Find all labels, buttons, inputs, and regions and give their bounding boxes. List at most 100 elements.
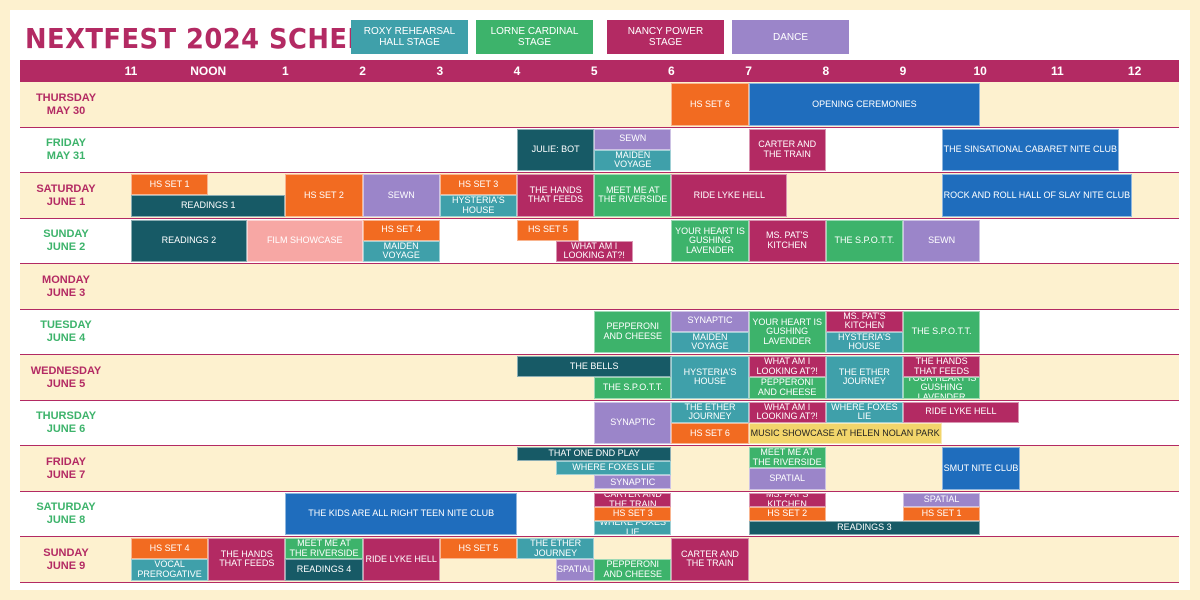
event-readings-2[interactable]: READINGS 2 (131, 219, 247, 262)
event-hs-set-5[interactable]: HS SET 5 (439, 538, 517, 560)
event-julie-bot[interactable]: JULIE: BOT (517, 128, 595, 171)
event-that-one-dnd-play[interactable]: THAT ONE DND PLAY (517, 447, 672, 462)
event-pepperoni-and-cheese[interactable]: PEPPERONI AND CHEESE (748, 377, 826, 399)
event-readings-3[interactable]: READINGS 3 (748, 520, 981, 535)
event-meet-me-at-the-riverside[interactable]: MEET ME AT THE RIVERSIDE (748, 447, 826, 469)
event-spatial[interactable]: SPATIAL (903, 492, 981, 507)
event-hs-set-6[interactable]: HS SET 6 (671, 422, 749, 444)
event-the-s-p-o-t-t[interactable]: THE S.P.O.T.T. (825, 219, 903, 262)
day-name: FRIDAY (46, 455, 86, 468)
event-the-ether-journey[interactable]: THE ETHER JOURNEY (517, 538, 595, 560)
event-the-kids-are-all-right-teen-nite-club[interactable]: THE KIDS ARE ALL RIGHT TEEN NITE CLUB (285, 492, 517, 535)
event-carter-and-the-train[interactable]: CARTER AND THE TRAIN (594, 492, 672, 507)
event-spatial[interactable]: SPATIAL (555, 559, 595, 581)
event-sewn[interactable]: SEWN (903, 219, 981, 262)
event-synaptic[interactable]: SYNAPTIC (594, 401, 672, 444)
event-opening-ceremonies[interactable]: OPENING CEREMONIES (748, 83, 981, 126)
event-the-sinsational-cabaret-nite-club[interactable]: THE SINSATIONAL CABARET NITE CLUB (941, 128, 1119, 171)
event-synaptic[interactable]: SYNAPTIC (671, 310, 749, 332)
event-pepperoni-and-cheese[interactable]: PEPPERONI AND CHEESE (594, 310, 672, 353)
event-hysteria-s-house[interactable]: HYSTERIA'S HOUSE (671, 356, 749, 399)
event-the-hands-that-feeds[interactable]: THE HANDS THAT FEEDS (903, 356, 981, 378)
event-ms-pat-s-kitchen[interactable]: MS. PAT'S KITCHEN (748, 492, 826, 507)
day-name: SUNDAY (43, 228, 89, 241)
day-name: MONDAY (42, 273, 90, 286)
legend-dance: DANCE (732, 20, 849, 54)
event-readings-1[interactable]: READINGS 1 (131, 195, 286, 217)
event-maiden-voyage[interactable]: MAIDEN VOYAGE (671, 331, 749, 353)
event-carter-and-the-train[interactable]: CARTER AND THE TRAIN (748, 128, 826, 171)
event-hs-set-1[interactable]: HS SET 1 (131, 174, 209, 196)
day-label: FRIDAY MAY 31 (22, 128, 110, 174)
event-hs-set-6[interactable]: HS SET 6 (671, 83, 749, 126)
row-divider (20, 536, 1179, 537)
event-hs-set-3[interactable]: HS SET 3 (594, 506, 672, 521)
event-spatial[interactable]: SPATIAL (748, 468, 826, 490)
event-rock-and-roll-hall-of-slay-nite-club[interactable]: ROCK AND ROLL HALL OF SLAY NITE CLUB (941, 174, 1133, 217)
event-your-heart-is-gushing-lavender[interactable]: YOUR HEART IS GUSHING LAVENDER (903, 377, 981, 399)
event-your-heart-is-gushing-lavender[interactable]: YOUR HEART IS GUSHING LAVENDER (671, 219, 749, 262)
event-the-s-p-o-t-t[interactable]: THE S.P.O.T.T. (594, 377, 672, 399)
day-label: SUNDAY JUNE 2 (22, 219, 110, 265)
hour-label-6: 5 (590, 64, 598, 78)
event-where-foxes-lie[interactable]: WHERE FOXES LIE (594, 520, 672, 535)
event-what-am-i-looking-at[interactable]: WHAT AM I LOOKING AT?! (748, 356, 826, 378)
event-hs-set-4[interactable]: HS SET 4 (362, 219, 440, 241)
day-date: JUNE 9 (46, 559, 86, 572)
event-ride-lyke-hell[interactable]: RIDE LYKE HELL (903, 401, 1019, 423)
event-hs-set-3[interactable]: HS SET 3 (439, 174, 517, 196)
event-music-showcase-at-helen-nolan-park[interactable]: MUSIC SHOWCASE AT HELEN NOLAN PARK (748, 422, 942, 444)
event-hysteria-s-house[interactable]: HYSTERIA'S HOUSE (825, 331, 903, 353)
event-hs-set-4[interactable]: HS SET 4 (131, 538, 209, 560)
event-synaptic[interactable]: SYNAPTIC (594, 475, 672, 490)
event-ride-lyke-hell[interactable]: RIDE LYKE HELL (671, 174, 788, 217)
event-ms-pat-s-kitchen[interactable]: MS. PAT'S KITCHEN (825, 310, 903, 332)
event-sewn[interactable]: SEWN (594, 128, 672, 150)
row-divider (20, 445, 1179, 446)
event-readings-4[interactable]: READINGS 4 (285, 559, 363, 581)
day-label: THURSDAY MAY 30 (22, 82, 110, 128)
event-meet-me-at-the-riverside[interactable]: MEET ME AT THE RIVERSIDE (594, 174, 672, 217)
day-label: FRIDAY JUNE 7 (22, 446, 110, 492)
day-date: JUNE 1 (46, 195, 86, 208)
event-the-ether-journey[interactable]: THE ETHER JOURNEY (671, 401, 749, 423)
event-hs-set-2[interactable]: HS SET 2 (285, 174, 363, 217)
event-the-bells[interactable]: THE BELLS (517, 356, 672, 378)
hour-label-8: 7 (745, 64, 752, 78)
day-name: THURSDAY (35, 91, 97, 104)
event-pepperoni-and-cheese[interactable]: PEPPERONI AND CHEESE (594, 559, 672, 581)
event-what-am-i-looking-at[interactable]: WHAT AM I LOOKING AT?! (748, 401, 826, 423)
event-the-hands-that-feeds[interactable]: THE HANDS THAT FEEDS (517, 174, 595, 217)
day-name: THURSDAY (35, 410, 97, 423)
event-what-am-i-looking-at[interactable]: WHAT AM I LOOKING AT?! (555, 240, 633, 262)
event-your-heart-is-gushing-lavender[interactable]: YOUR HEART IS GUSHING LAVENDER (748, 310, 826, 353)
event-maiden-voyage[interactable]: MAIDEN VOYAGE (362, 240, 440, 262)
event-smut-nite-club[interactable]: SMUT NITE CLUB (941, 447, 1021, 490)
day-label: SATURDAY JUNE 8 (22, 492, 110, 538)
hour-label-5: 4 (513, 64, 521, 78)
day-date: JUNE 8 (46, 514, 86, 527)
day-name: FRIDAY (46, 137, 86, 150)
event-hs-set-2[interactable]: HS SET 2 (748, 506, 826, 521)
event-hysteria-s-house[interactable]: HYSTERIA'S HOUSE (439, 195, 517, 217)
day-row (20, 82, 1179, 128)
event-vocal-prerogative[interactable]: VOCAL PREROGATIVE (131, 559, 209, 581)
event-where-foxes-lie[interactable]: WHERE FOXES LIE (555, 461, 672, 476)
event-where-foxes-lie[interactable]: WHERE FOXES LIE (825, 401, 903, 423)
event-film-showcase[interactable]: FILM SHOWCASE (246, 219, 363, 262)
event-maiden-voyage[interactable]: MAIDEN VOYAGE (594, 149, 672, 171)
row-divider (20, 126, 1179, 128)
event-meet-me-at-the-riverside[interactable]: MEET ME AT THE RIVERSIDE (285, 538, 363, 560)
event-the-s-p-o-t-t[interactable]: THE S.P.O.T.T. (903, 310, 981, 353)
row-divider (20, 581, 1179, 583)
day-label: SATURDAY JUNE 1 (22, 173, 110, 219)
event-the-hands-that-feeds[interactable]: THE HANDS THAT FEEDS (208, 538, 286, 581)
event-sewn[interactable]: SEWN (362, 174, 440, 217)
event-hs-set-1[interactable]: HS SET 1 (903, 506, 981, 521)
event-ride-lyke-hell[interactable]: RIDE LYKE HELL (362, 538, 440, 581)
event-ms-pat-s-kitchen[interactable]: MS. PAT'S KITCHEN (748, 219, 826, 262)
event-the-ether-journey[interactable]: THE ETHER JOURNEY (825, 356, 903, 399)
event-hs-set-5[interactable]: HS SET 5 (517, 219, 579, 241)
event-carter-and-the-train[interactable]: CARTER AND THE TRAIN (671, 538, 749, 581)
hour-label-9: 8 (822, 64, 830, 78)
